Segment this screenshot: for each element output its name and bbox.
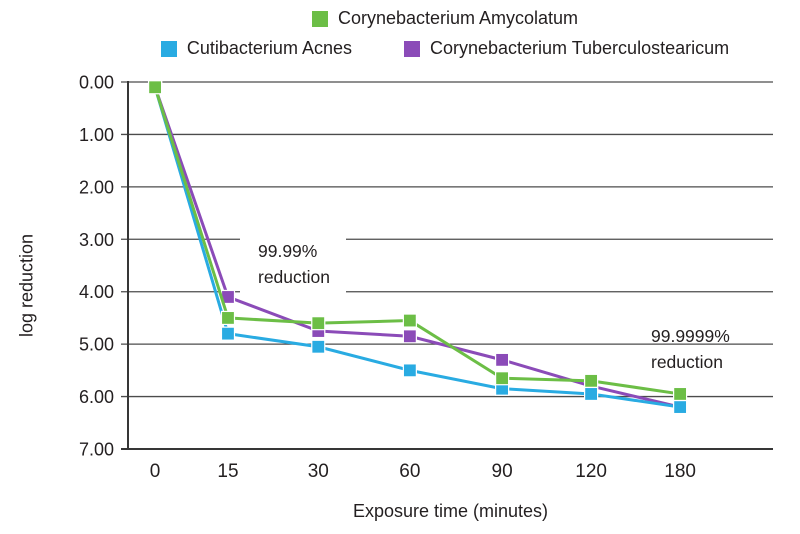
data-point: [311, 339, 326, 354]
data-point: [495, 352, 510, 367]
data-point: [220, 310, 236, 326]
annotation-99-99-reduction: 99.99% reduction: [240, 234, 346, 294]
annotation-99-9999-reduction: 99.9999% reduction: [651, 323, 730, 375]
y-tick-label: 1.00: [79, 125, 114, 145]
legend-item-tuberculostearicum: Corynebacterium Tuberculostearicum: [403, 38, 730, 59]
series-line-2: [153, 86, 681, 409]
data-point: [673, 386, 688, 402]
data-point: [402, 313, 417, 328]
y-tick-label: 2.00: [79, 177, 114, 197]
annotation-line: 99.9999%: [651, 326, 730, 346]
x-tick-label: 30: [308, 461, 329, 482]
data-point: [402, 329, 417, 344]
data-point: [147, 80, 163, 95]
annotation-line: reduction: [258, 267, 330, 287]
x-axis-title: Exposure time (minutes): [352, 501, 549, 521]
x-tick-label: 60: [399, 461, 420, 482]
legend-label-tuberculostearicum: Corynebacterium Tuberculostearicum: [429, 38, 730, 58]
data-point: [584, 386, 599, 402]
data-point: [220, 326, 236, 341]
y-tick-label: 7.00: [79, 440, 114, 460]
series-line-0: [153, 86, 681, 396]
y-tick-label: 5.00: [79, 335, 114, 355]
chart-legend-row-2: Cutibacterium Acnes Corynebacterium Tube…: [90, 38, 800, 59]
y-tick-label: 0.00: [79, 73, 114, 93]
chart-legend-row-1: Corynebacterium Amycolatum: [90, 8, 800, 29]
x-tick-label: 120: [575, 461, 607, 482]
y-tick-label: 4.00: [79, 282, 114, 302]
legend-label-acnes: Cutibacterium Acnes: [186, 38, 352, 58]
legend-item-amycolatum: Corynebacterium Amycolatum: [311, 8, 579, 29]
data-point: [311, 316, 326, 331]
data-point: [495, 371, 510, 386]
data-point: [584, 373, 599, 388]
legend-swatch-tuberculostearicum-icon: [403, 40, 420, 57]
legend-item-acnes: Cutibacterium Acnes: [160, 38, 352, 59]
annotation-line: 99.99%: [258, 241, 318, 261]
legend-swatch-amycolatum-icon: [311, 10, 328, 27]
x-tick-label: 90: [492, 461, 513, 482]
y-tick-label: 6.00: [79, 387, 114, 407]
annotation-line: reduction: [651, 352, 723, 372]
legend-label-amycolatum: Corynebacterium Amycolatum: [337, 8, 579, 28]
data-point: [673, 399, 688, 415]
legend-swatch-acnes-icon: [160, 40, 177, 57]
x-tick-label: 0: [150, 461, 161, 482]
x-tick-label: 180: [664, 461, 696, 482]
y-tick-label: 3.00: [79, 230, 114, 250]
x-tick-label: 15: [217, 461, 238, 482]
data-point: [402, 363, 417, 378]
series-line-1: [153, 86, 681, 409]
